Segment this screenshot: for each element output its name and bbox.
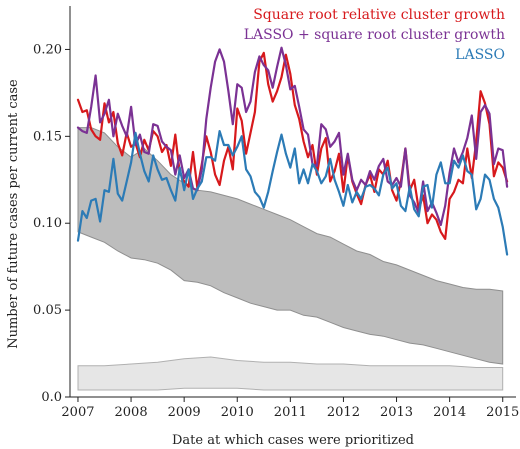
- x-tick-label: 2010: [221, 405, 254, 420]
- legend-label-sqrt-growth: Square root relative cluster growth: [253, 7, 505, 23]
- axes: [69, 6, 516, 398]
- y-tick-label: 0.10: [33, 216, 62, 231]
- y-axis-ticks: 0.0 0.05 0.10 0.15 0.20: [33, 42, 70, 405]
- x-tick-label: 2007: [61, 405, 94, 420]
- series-line-lasso: [76, 130, 509, 256]
- x-tick-label: 2015: [486, 405, 519, 420]
- lower-uncertainty-band: [77, 356, 504, 391]
- legend: Square root relative cluster growth LASS…: [244, 7, 505, 63]
- x-tick-label: 2013: [380, 405, 413, 420]
- x-tick-label: 2009: [168, 405, 201, 420]
- x-tick-label: 2014: [433, 405, 466, 420]
- legend-label-lasso: LASSO: [455, 47, 505, 63]
- x-axis-ticks: 2007 2008 2009 2010 2011 2012 2013 2014 2015: [61, 397, 519, 420]
- x-tick-label: 2008: [115, 405, 148, 420]
- y-tick-label: 0.0: [41, 390, 62, 405]
- legend-label-lasso-sqrt-growth: LASSO + square root cluster growth: [244, 27, 505, 43]
- x-axis-label: Date at which cases were prioritized: [172, 433, 414, 448]
- x-tick-label: 2011: [274, 405, 307, 420]
- y-tick-label: 0.20: [33, 42, 62, 57]
- series-lines: [76, 46, 509, 256]
- series-line-lasso-sqrt-growth: [76, 46, 509, 227]
- x-tick-label: 2012: [327, 405, 360, 420]
- y-tick-label: 0.05: [33, 303, 62, 318]
- y-axis-label: Number of future cases per current case: [6, 79, 21, 349]
- y-tick-label: 0.15: [33, 129, 62, 144]
